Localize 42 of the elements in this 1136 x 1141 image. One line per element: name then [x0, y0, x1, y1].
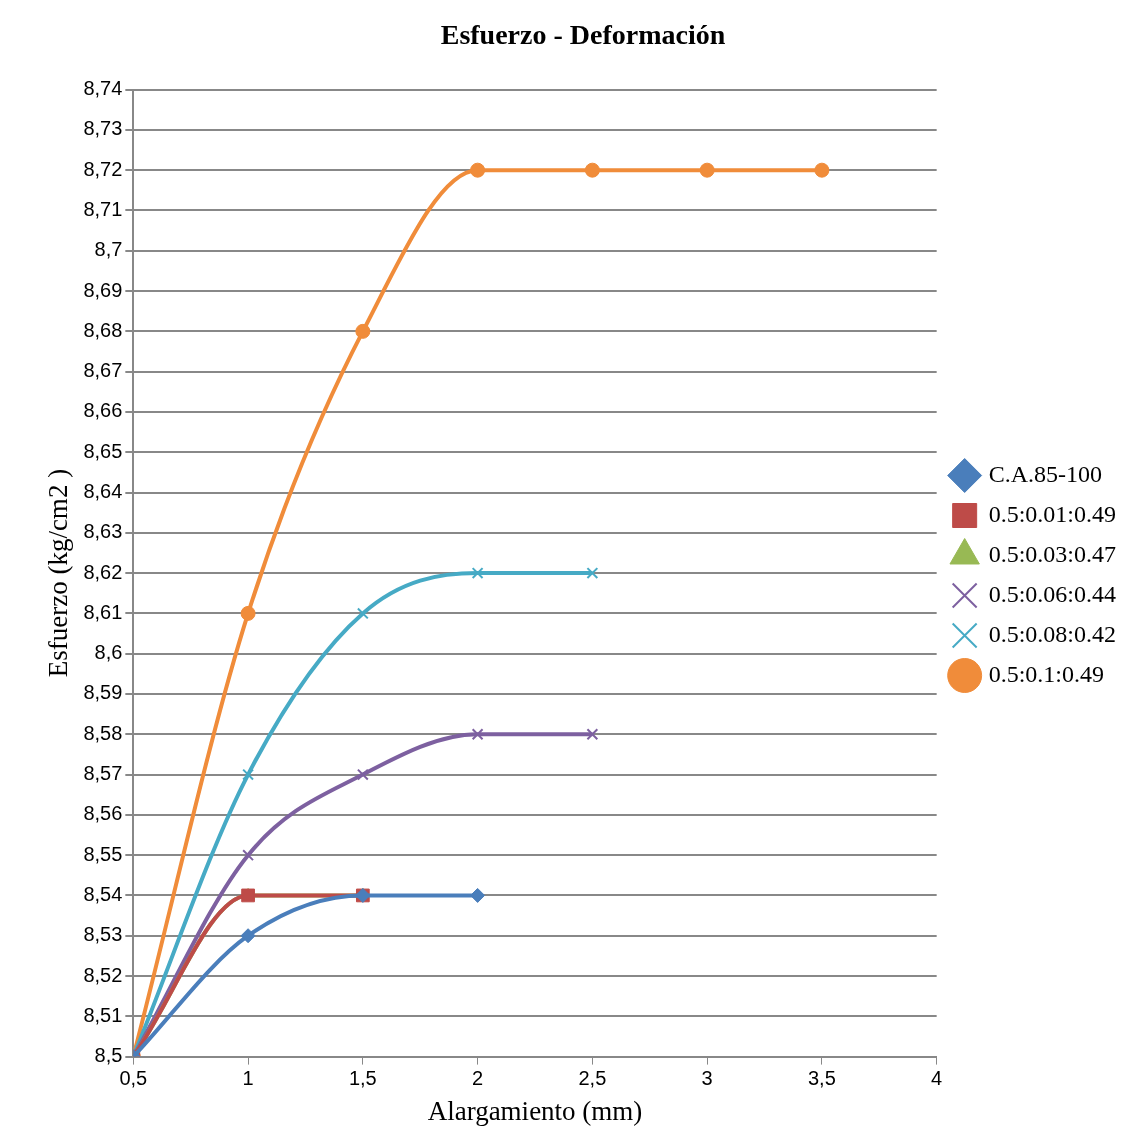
- y-tick-label: 8,65: [83, 439, 123, 462]
- y-tick-label: 8,53: [83, 923, 123, 946]
- legend-label: 0.5:0.06:0.44: [988, 580, 1117, 607]
- legend-label: 0.5:0.1:0.49: [988, 660, 1105, 687]
- y-tick-label: 8,5: [94, 1044, 123, 1067]
- y-tick-label: 8,61: [83, 600, 123, 623]
- x-tick-label: 3,5: [808, 1067, 836, 1090]
- y-tick-label: 8,68: [83, 318, 123, 341]
- y-tick-label: 8,56: [83, 802, 123, 825]
- y-tick-label: 8,58: [83, 721, 123, 744]
- y-axis-title: Esfuerzo (kg/cm2 ): [43, 468, 74, 678]
- legend-label: C.A.85-100: [988, 460, 1103, 487]
- y-tick-label: 8,52: [83, 963, 123, 986]
- x-tick-label: 1: [242, 1067, 254, 1090]
- chart-title: Esfuerzo - Deformación: [440, 19, 726, 51]
- x-tick-label: 0,5: [119, 1067, 148, 1090]
- x-axis-title: Alargamiento (mm): [427, 1095, 643, 1126]
- y-tick-label: 8,54: [83, 882, 123, 905]
- legend-label: 0.5:0.01:0.49: [988, 500, 1117, 527]
- x-tick-label: 3: [701, 1067, 713, 1090]
- x-tick-label: 2,5: [578, 1067, 607, 1090]
- x-tick-label: 2: [472, 1067, 484, 1090]
- y-tick-label: 8,55: [83, 842, 123, 865]
- y-tick-label: 8,7: [94, 238, 123, 261]
- legend-label: 0.5:0.03:0.47: [988, 540, 1117, 567]
- y-tick-label: 8,57: [83, 762, 123, 785]
- y-tick-label: 8,59: [83, 681, 123, 704]
- y-tick-label: 8,67: [83, 359, 123, 382]
- x-tick-label: 1,5: [348, 1067, 377, 1090]
- y-tick-label: 8,62: [83, 560, 123, 583]
- legend-label: 0.5:0.08:0.42: [988, 620, 1117, 647]
- y-tick-label: 8,71: [83, 197, 123, 220]
- x-tick-label: 4: [931, 1067, 943, 1090]
- y-tick-label: 8,66: [83, 399, 123, 422]
- y-tick-label: 8,6: [94, 641, 123, 664]
- y-tick-label: 8,74: [83, 77, 123, 100]
- y-tick-label: 8,63: [83, 520, 123, 543]
- y-tick-label: 8,69: [83, 278, 123, 301]
- y-tick-label: 8,72: [83, 157, 123, 180]
- y-tick-label: 8,64: [83, 480, 123, 503]
- y-tick-label: 8,51: [83, 1003, 123, 1026]
- y-tick-label: 8,73: [83, 117, 123, 140]
